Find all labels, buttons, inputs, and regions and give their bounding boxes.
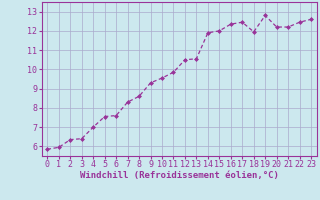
X-axis label: Windchill (Refroidissement éolien,°C): Windchill (Refroidissement éolien,°C) xyxy=(80,171,279,180)
